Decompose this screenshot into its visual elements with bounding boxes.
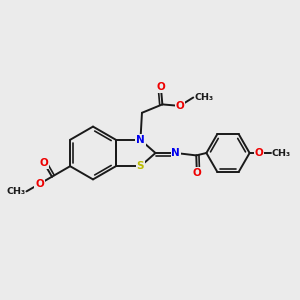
Text: O: O bbox=[193, 168, 201, 178]
Text: O: O bbox=[40, 158, 49, 168]
Text: O: O bbox=[255, 148, 264, 158]
Text: O: O bbox=[157, 82, 165, 92]
Text: CH₃: CH₃ bbox=[194, 93, 214, 102]
Text: CH₃: CH₃ bbox=[272, 148, 291, 158]
Text: O: O bbox=[35, 179, 44, 189]
Text: N: N bbox=[172, 148, 180, 158]
Text: N: N bbox=[136, 135, 145, 145]
Text: CH₃: CH₃ bbox=[7, 187, 26, 196]
Text: S: S bbox=[137, 161, 144, 171]
Text: O: O bbox=[176, 101, 184, 111]
